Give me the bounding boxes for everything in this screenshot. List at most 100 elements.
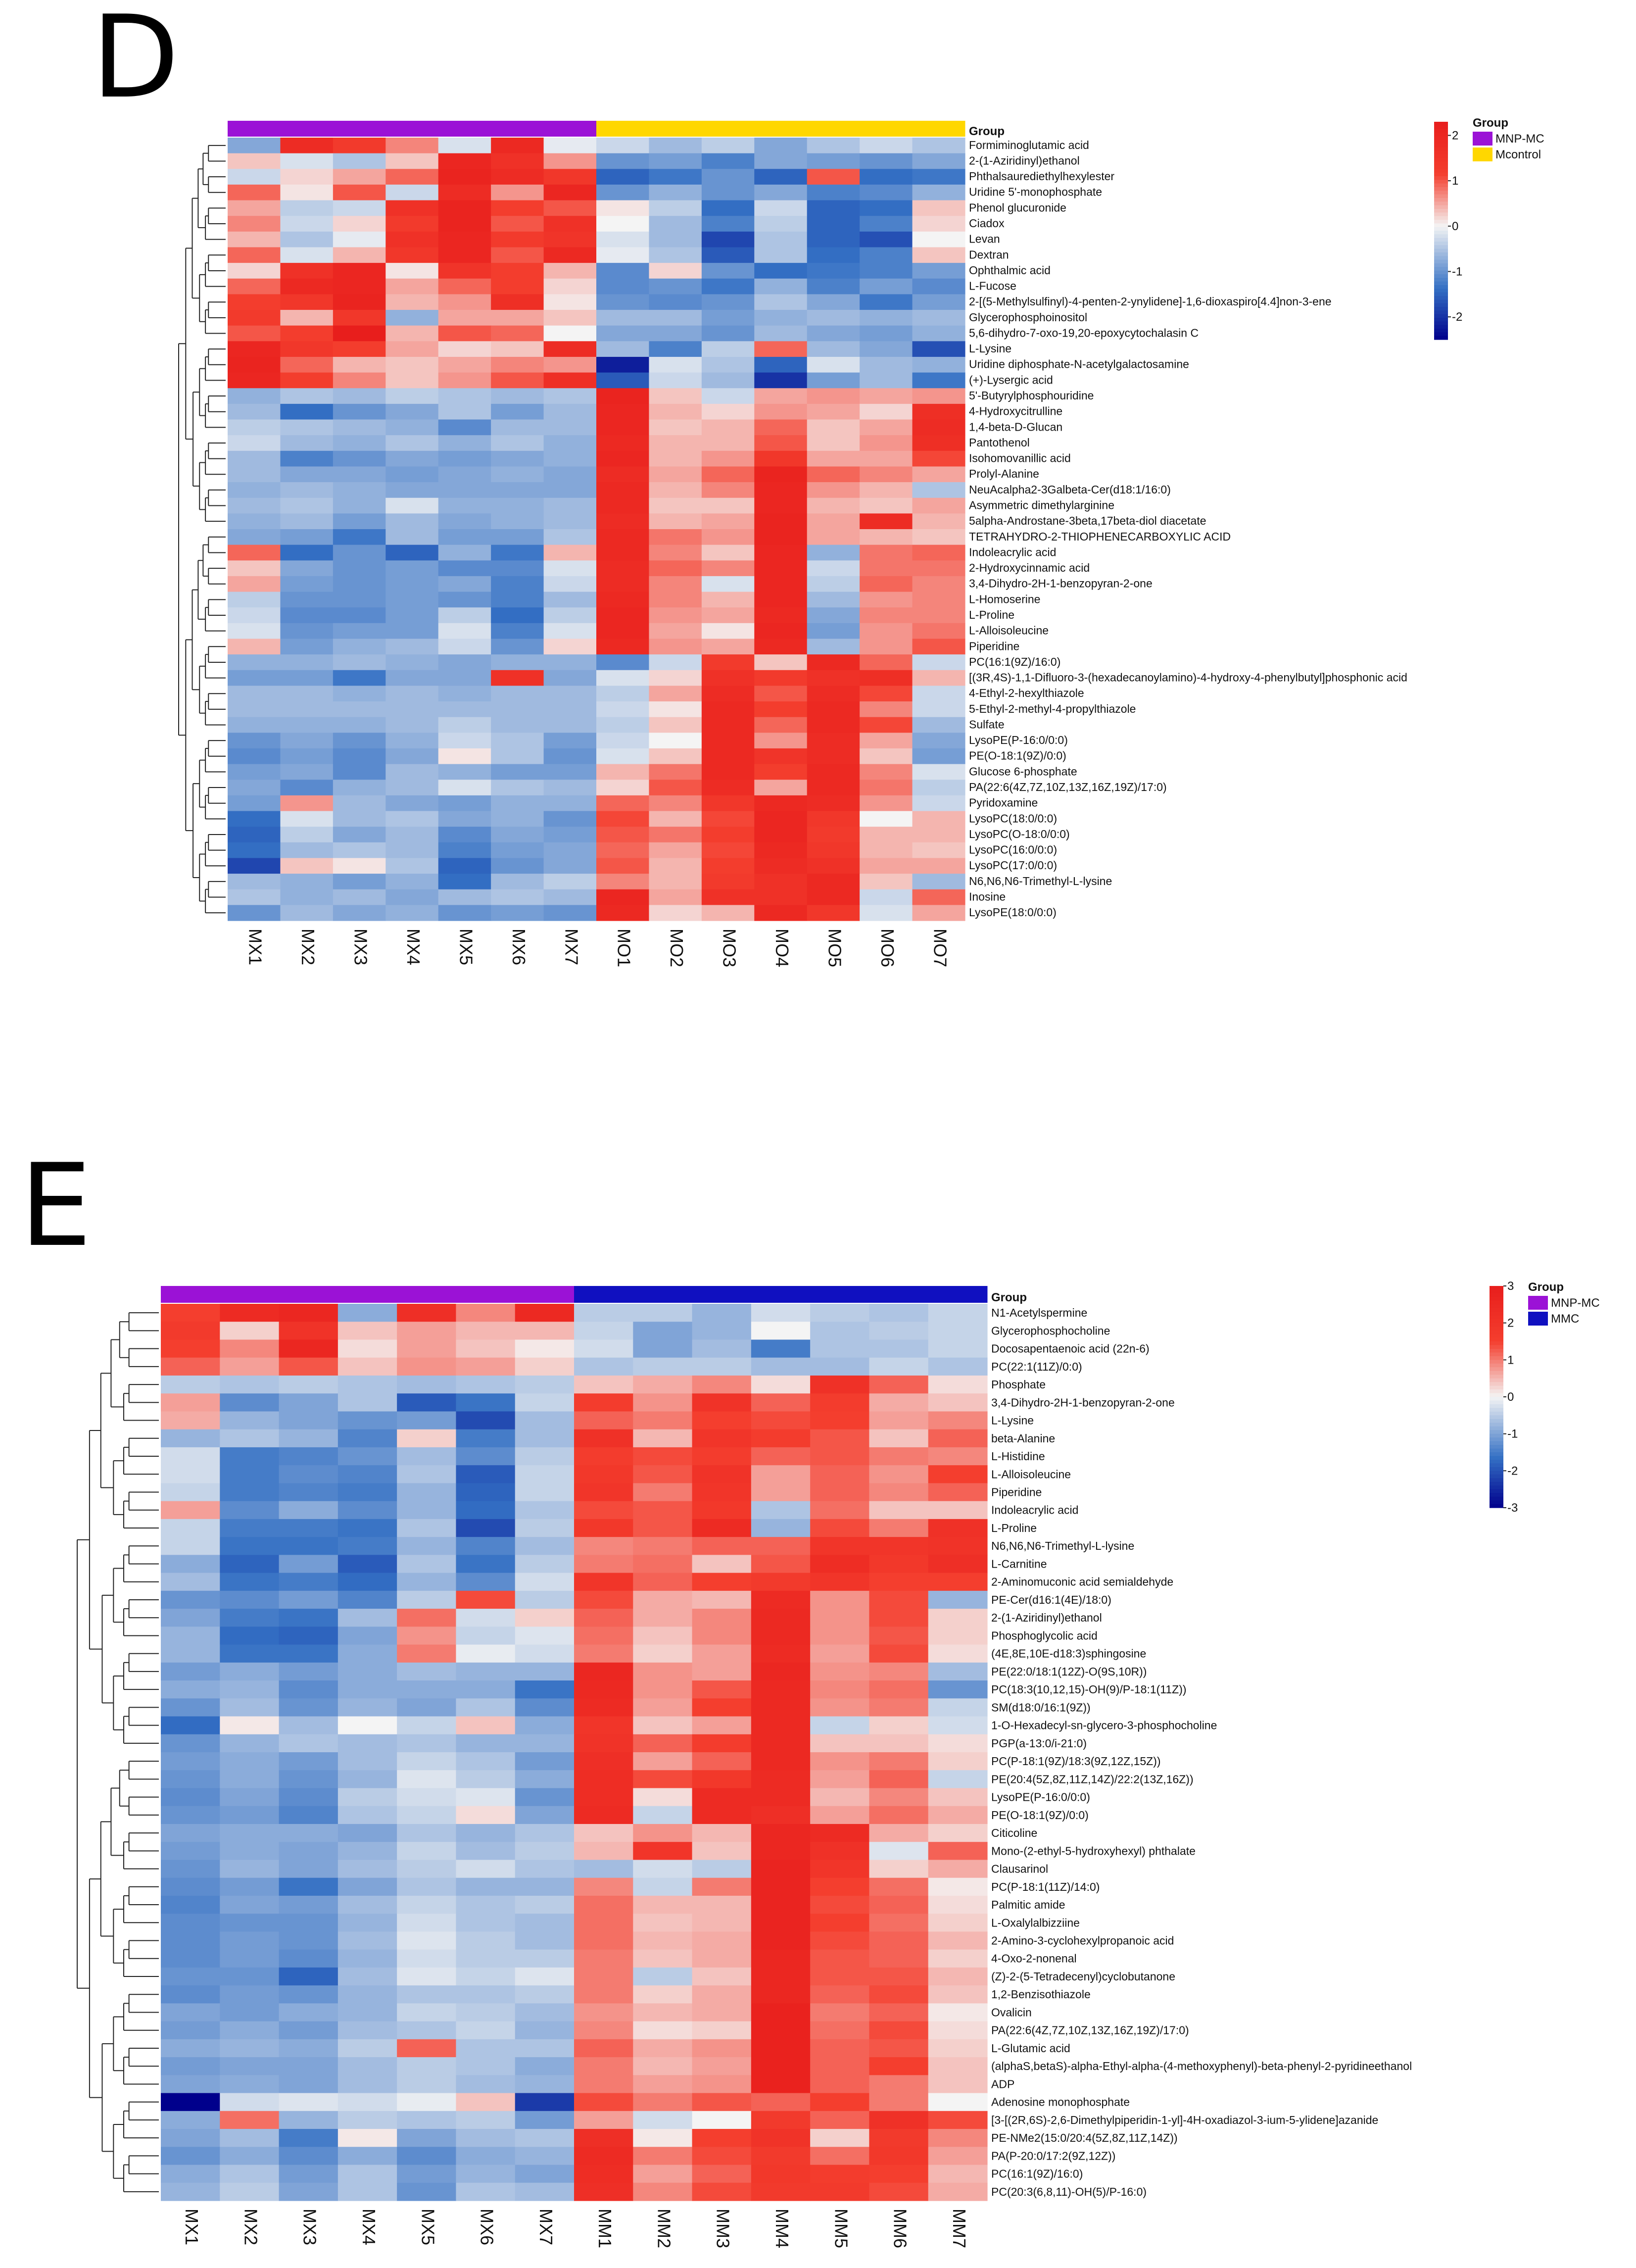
- heatmap-cell: [543, 795, 597, 812]
- heatmap-cell: [754, 686, 808, 702]
- heatmap-cell: [280, 513, 334, 530]
- row-label: PGP(a-13:0/i-21:0): [991, 1737, 1087, 1750]
- legend-gradient-step: [1434, 201, 1448, 206]
- heatmap-cell: [333, 670, 386, 686]
- heatmap-cell: [279, 1609, 338, 1627]
- heatmap-cell: [228, 200, 281, 216]
- heatmap-cell: [438, 497, 491, 514]
- heatmap-cell: [397, 1860, 457, 1878]
- group-bar-cell: [596, 121, 649, 137]
- heatmap-cell: [928, 1339, 988, 1358]
- heatmap-cell: [438, 592, 491, 608]
- heatmap-cell: [543, 592, 597, 608]
- heatmap-cell: [649, 341, 702, 357]
- heatmap-cell: [649, 733, 702, 749]
- heatmap-cell: [220, 1483, 280, 1502]
- heatmap-cell: [754, 466, 808, 483]
- heatmap-cell: [385, 654, 439, 671]
- heatmap-cell: [280, 372, 334, 389]
- heatmap-cell: [161, 1322, 220, 1340]
- heatmap-cell: [337, 1895, 397, 1914]
- heatmap-cell: [596, 701, 650, 718]
- heatmap-cell: [633, 2039, 693, 2058]
- row-label: PE-Cer(d16:1(4E)/18:0): [991, 1593, 1111, 1606]
- heatmap-cell: [333, 544, 386, 561]
- heatmap-cell: [807, 184, 860, 201]
- heatmap-cell: [333, 748, 386, 765]
- heatmap-cell: [438, 842, 491, 859]
- column-label: MO6: [877, 929, 898, 967]
- heatmap-cell: [869, 1304, 929, 1322]
- heatmap-cell: [438, 513, 491, 530]
- heatmap-cell: [810, 1590, 870, 1609]
- heatmap-cell: [333, 529, 386, 545]
- heatmap-cell: [649, 576, 702, 592]
- heatmap-cell: [280, 138, 334, 154]
- heatmap-cell: [228, 905, 281, 921]
- heatmap-cell: [337, 1662, 397, 1681]
- heatmap-cell: [333, 216, 386, 232]
- heatmap-cell: [456, 1860, 516, 1878]
- heatmap-cell: [860, 686, 913, 702]
- heatmap-cell: [220, 2129, 280, 2147]
- heatmap-cell: [397, 1627, 457, 1645]
- heatmap-cell: [456, 2147, 516, 2166]
- heatmap-cell: [333, 717, 386, 733]
- heatmap-cell: [228, 513, 281, 530]
- legend-tick-label: -2: [1507, 1464, 1518, 1478]
- heatmap-cell: [751, 2021, 811, 2040]
- heatmap-cell: [491, 184, 544, 201]
- heatmap-cell: [701, 827, 755, 843]
- heatmap-cell: [161, 1519, 220, 1537]
- heatmap-cell: [692, 1788, 752, 1807]
- heatmap-cell: [751, 1895, 811, 1914]
- heatmap-cell: [397, 2003, 457, 2022]
- heatmap-cell: [515, 2147, 575, 2166]
- heatmap-cell: [515, 2039, 575, 2058]
- column-label: MX1: [245, 929, 266, 965]
- heatmap-cell: [161, 1447, 220, 1466]
- heatmap-cell: [701, 169, 755, 185]
- heatmap-cell: [220, 2182, 280, 2201]
- row-label: PE(O-18:1(9Z)/0:0): [991, 1809, 1089, 1822]
- heatmap-cell: [228, 184, 281, 201]
- heatmap-cell: [810, 1824, 870, 1842]
- legend-gradient-step: [1490, 1504, 1503, 1508]
- heatmap-cell: [869, 1752, 929, 1771]
- heatmap-cell: [491, 811, 544, 827]
- heatmap-cell: [692, 2129, 752, 2147]
- heatmap-cell: [633, 1573, 693, 1591]
- heatmap-cell: [701, 231, 755, 248]
- heatmap-cell: [807, 513, 860, 530]
- heatmap-cell: [385, 356, 439, 373]
- heatmap-cell: [385, 701, 439, 718]
- heatmap-cell: [543, 403, 597, 420]
- row-label: 2-(1-Aziridinyl)ethanol: [991, 1611, 1102, 1624]
- heatmap-cell: [333, 341, 386, 357]
- heatmap-cell: [279, 1304, 338, 1322]
- heatmap-cell: [280, 607, 334, 624]
- row-label: Ophthalmic acid: [969, 264, 1051, 277]
- heatmap-cell: [807, 544, 860, 561]
- heatmap-cell: [649, 842, 702, 859]
- heatmap-cell: [515, 1931, 575, 1950]
- legend-gradient-step: [1490, 1489, 1503, 1493]
- heatmap-cell: [337, 1806, 397, 1824]
- heatmap-cell: [228, 576, 281, 592]
- heatmap-cell: [810, 1609, 870, 1627]
- heatmap-cell: [912, 576, 965, 592]
- heatmap-cell: [574, 2093, 633, 2112]
- legend-gradient-step: [1490, 1397, 1503, 1401]
- heatmap-cell: [810, 1914, 870, 1932]
- heatmap-cell: [456, 1393, 516, 1412]
- heatmap-cell: [385, 529, 439, 545]
- heatmap-cell: [333, 419, 386, 436]
- heatmap-cell: [385, 216, 439, 232]
- heatmap-cell: [220, 1806, 280, 1824]
- heatmap-cell: [543, 576, 597, 592]
- legend-swatch: [1473, 132, 1492, 146]
- heatmap-cell: [860, 341, 913, 357]
- heatmap-cell: [633, 1949, 693, 1968]
- heatmap-cell: [279, 1949, 338, 1968]
- legend-gradient-step: [1434, 278, 1448, 282]
